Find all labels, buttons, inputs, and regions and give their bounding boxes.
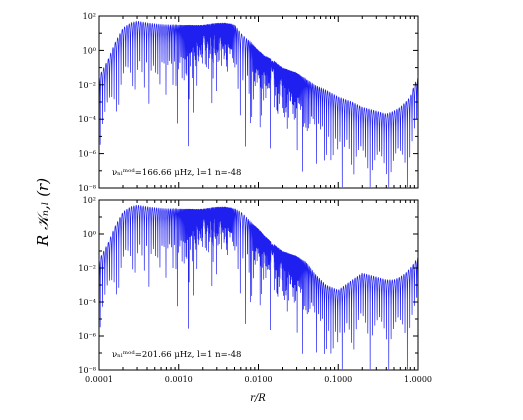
y-tick-label: 10⁰ [83,46,96,55]
top-panel-y-ticks: 10² 10⁰ 10⁻² 10⁻⁴ 10⁻⁶ 10⁻⁸ [78,12,418,193]
top-panel: 10² 10⁰ 10⁻² 10⁻⁴ 10⁻⁶ 10⁻⁸ νₙₗᵐᵒᵈ=166.66 μHz… [78,12,419,193]
x-tick-label: 0.0010 [165,375,193,384]
x-tick-label: 0.1000 [324,375,352,384]
y-tick-label: 10² [83,12,96,21]
y-tick-label: 10⁻⁸ [78,184,96,193]
y-axis-label: R 𝒦ₙ,ₗ (r) [34,178,52,247]
bottom-panel-annotation: νₙₗᵐᵒᵈ=201.66 μHz, l=1 n=-48 [112,350,241,360]
y-tick-label: 10² [83,196,96,205]
y-tick-label: 10⁻⁶ [78,332,96,341]
x-tick-label: 0.0100 [245,375,273,384]
x-axis-label: r/R [250,393,266,404]
top-panel-curve [98,20,419,188]
y-tick-label: 10⁻⁴ [78,298,96,307]
y-tick-label: 10⁰ [83,230,96,239]
x-tick-label: 1.0000 [404,375,432,384]
bottom-panel: 10² 10⁰ 10⁻² 10⁻⁴ 10⁻⁶ 10⁻⁸ 0.0001 0.0010 0.010… [78,196,432,384]
x-tick-label: 0.0001 [85,375,113,384]
y-tick-label: 10⁻⁶ [78,150,96,159]
top-panel-x-ticks [98,16,415,188]
y-tick-label: 10⁻² [78,81,96,90]
y-tick-label: 10⁻⁸ [78,366,96,375]
bottom-panel-x-ticks: 0.0001 0.0010 0.0100 0.1000 1.0000 [85,200,432,384]
y-tick-label: 10⁻⁴ [78,115,96,124]
y-tick-label: 10⁻² [78,264,96,273]
series-line [98,204,419,370]
bottom-panel-curve [98,204,419,370]
top-panel-annotation: νₙₗᵐᵒᵈ=166.66 μHz, l=1 n=-48 [112,168,241,178]
bottom-panel-y-ticks: 10² 10⁰ 10⁻² 10⁻⁴ 10⁻⁶ 10⁻⁸ [78,196,418,375]
series-line [98,20,419,188]
